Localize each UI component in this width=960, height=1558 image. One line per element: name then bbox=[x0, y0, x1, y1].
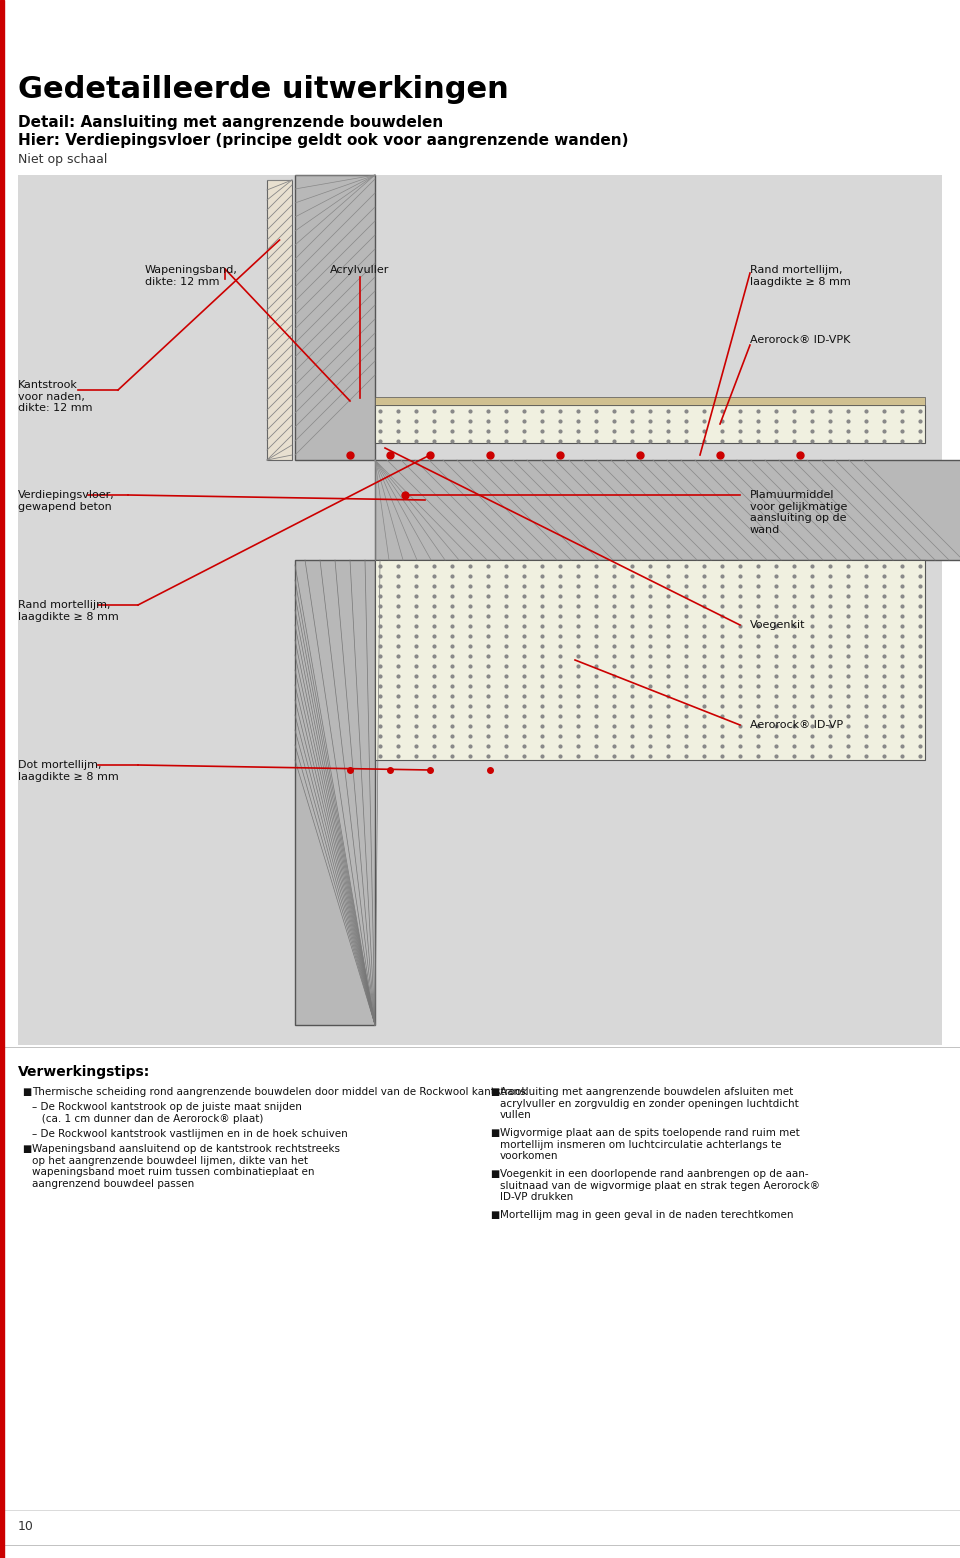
Text: Detail: Aansluiting met aangrenzende bouwdelen: Detail: Aansluiting met aangrenzende bou… bbox=[18, 115, 444, 129]
Text: Kantstrook
voor naden,
dikte: 12 mm: Kantstrook voor naden, dikte: 12 mm bbox=[18, 380, 92, 413]
Text: Wapeningsband aansluitend op de kantstrook rechtstreeks
op het aangrenzende bouw: Wapeningsband aansluitend op de kantstro… bbox=[32, 1144, 340, 1189]
Text: Rand mortellijm,
laagdikte ≥ 8 mm: Rand mortellijm, laagdikte ≥ 8 mm bbox=[750, 265, 851, 287]
Text: Gedetailleerde uitwerkingen: Gedetailleerde uitwerkingen bbox=[18, 75, 509, 104]
Text: ■: ■ bbox=[22, 1144, 32, 1154]
Text: Niet op schaal: Niet op schaal bbox=[18, 153, 108, 167]
Text: ■: ■ bbox=[490, 1211, 499, 1220]
Text: ■: ■ bbox=[490, 1087, 499, 1097]
Text: Mortellijm mag in geen geval in de naden terechtkomen: Mortellijm mag in geen geval in de naden… bbox=[500, 1211, 794, 1220]
Bar bbox=[267, 181, 292, 460]
Text: Aansluiting met aangrenzende bouwdelen afsluiten met
acrylvuller en zorgvuldig e: Aansluiting met aangrenzende bouwdelen a… bbox=[500, 1087, 799, 1120]
Bar bbox=[295, 559, 375, 1025]
Text: – De Rockwool kantstrook op de juiste maat snijden
   (ca. 1 cm dunner dan de Ae: – De Rockwool kantstrook op de juiste ma… bbox=[32, 1102, 301, 1123]
Text: Acrylvuller: Acrylvuller bbox=[330, 265, 390, 276]
Text: Plamuurmiddel
voor gelijkmatige
aansluiting op de
wand: Plamuurmiddel voor gelijkmatige aansluit… bbox=[750, 491, 848, 534]
Bar bbox=[375, 559, 925, 760]
Bar bbox=[0, 0, 4, 1558]
Text: Thermische scheiding rond aangrenzende bouwdelen door middel van de Rockwool kan: Thermische scheiding rond aangrenzende b… bbox=[32, 1087, 527, 1097]
Text: Wigvormige plaat aan de spits toelopende rand ruim met
mortellijm insmeren om lu: Wigvormige plaat aan de spits toelopende… bbox=[500, 1128, 800, 1161]
Bar bbox=[18, 174, 942, 1045]
Text: Wapeningsband,
dikte: 12 mm: Wapeningsband, dikte: 12 mm bbox=[145, 265, 238, 287]
Text: Verdiepingsvloer,
gewapend beton: Verdiepingsvloer, gewapend beton bbox=[18, 491, 115, 511]
Bar bbox=[375, 405, 925, 442]
Text: Voegenkit in een doorlopende rand aanbrengen op de aan-
sluitnaad van de wigvorm: Voegenkit in een doorlopende rand aanbre… bbox=[500, 1168, 820, 1203]
Text: ■: ■ bbox=[22, 1087, 32, 1097]
Text: Aerorock® ID-VPK: Aerorock® ID-VPK bbox=[750, 335, 851, 344]
Bar bbox=[375, 397, 925, 405]
Text: Aerorock® ID-VP: Aerorock® ID-VP bbox=[750, 720, 843, 731]
Bar bbox=[295, 174, 375, 460]
Text: Dot mortellijm,
laagdikte ≥ 8 mm: Dot mortellijm, laagdikte ≥ 8 mm bbox=[18, 760, 119, 782]
Text: Voegenkit: Voegenkit bbox=[750, 620, 805, 629]
Text: ■: ■ bbox=[490, 1128, 499, 1137]
Text: ■: ■ bbox=[490, 1168, 499, 1179]
Text: Rand mortellijm,
laagdikte ≥ 8 mm: Rand mortellijm, laagdikte ≥ 8 mm bbox=[18, 600, 119, 622]
Text: Verwerkingstips:: Verwerkingstips: bbox=[18, 1066, 151, 1080]
Text: – De Rockwool kantstrook vastlijmen en in de hoek schuiven: – De Rockwool kantstrook vastlijmen en i… bbox=[32, 1130, 348, 1139]
Text: Hier: Verdiepingsvloer (principe geldt ook voor aangrenzende wanden): Hier: Verdiepingsvloer (principe geldt o… bbox=[18, 132, 629, 148]
Bar bbox=[375, 460, 960, 559]
Text: 10: 10 bbox=[18, 1521, 34, 1533]
